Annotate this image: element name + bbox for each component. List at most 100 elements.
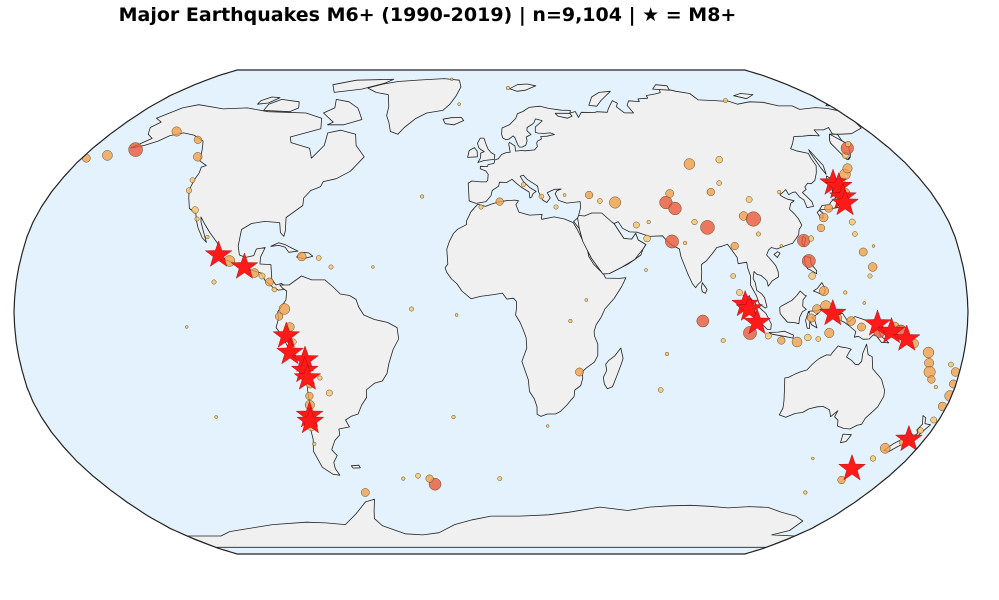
quake-point <box>745 196 753 203</box>
land-sakhalin <box>808 149 827 175</box>
quake-point <box>922 346 935 359</box>
quake-point <box>568 318 573 324</box>
land-svalbard <box>509 83 537 92</box>
quake-point <box>265 277 274 287</box>
land-java <box>768 330 794 339</box>
m8-star-marker <box>204 240 233 267</box>
quake-point <box>804 333 812 342</box>
land-victoria-island <box>263 99 300 113</box>
quake-point <box>297 251 307 262</box>
m8-star-marker <box>895 424 923 452</box>
quake-point <box>857 322 866 332</box>
quake-point <box>706 187 715 197</box>
quake-point <box>846 316 856 326</box>
quake-point <box>451 414 456 420</box>
quake-point <box>777 189 782 195</box>
land-antarctica <box>186 498 804 548</box>
quake-point <box>659 195 673 210</box>
quake-point <box>745 211 761 227</box>
quake-point <box>505 85 510 91</box>
quake-point <box>644 268 648 272</box>
quake-point <box>668 201 682 216</box>
quake-point <box>643 234 651 243</box>
quake-point <box>700 220 715 235</box>
quake-point <box>657 387 664 393</box>
quake-point <box>843 290 848 295</box>
quake-point <box>819 212 829 223</box>
quake-point <box>497 476 503 482</box>
land-australia <box>778 343 885 430</box>
quake-point <box>275 312 284 321</box>
quake-point <box>258 272 266 280</box>
quake-point <box>193 152 203 162</box>
m8-star-marker <box>892 324 921 351</box>
quake-point <box>597 198 603 204</box>
quake-point <box>553 204 559 210</box>
land-madagascar <box>602 347 624 390</box>
land-ireland <box>467 147 478 158</box>
m8-star-marker <box>293 363 322 390</box>
m8-star-marker <box>824 172 853 199</box>
quake-point <box>824 328 835 338</box>
quake-point <box>425 474 434 483</box>
quake-point <box>917 427 924 434</box>
m8-star-marker <box>272 321 301 348</box>
quake-point <box>128 142 143 157</box>
quake-point <box>696 314 710 328</box>
quake-point <box>730 241 739 251</box>
quake-point <box>852 231 858 237</box>
quake-point <box>185 187 193 194</box>
quake-point <box>360 488 370 497</box>
land-borneo <box>779 290 807 325</box>
quake-point <box>927 375 936 384</box>
land-ellesmere-island <box>332 78 395 93</box>
quake-point <box>317 375 323 381</box>
globe-outline <box>13 69 969 555</box>
land-north-america <box>129 104 365 291</box>
quake-point <box>808 272 816 280</box>
quake-point <box>409 306 414 312</box>
quake-point <box>521 182 526 188</box>
quake-point <box>450 77 454 81</box>
quake-point <box>815 336 822 342</box>
quake-point <box>326 389 333 397</box>
m8-star-marker <box>230 252 259 279</box>
quake-point <box>305 391 314 401</box>
quake-point <box>646 219 651 225</box>
quake-point <box>495 197 504 206</box>
quake-point <box>736 289 743 296</box>
quake-point <box>609 196 622 209</box>
quake-point <box>546 424 550 428</box>
land-banks-island <box>257 96 281 105</box>
quake-point <box>715 156 723 164</box>
quake-point <box>278 303 291 315</box>
quake-point <box>720 338 726 343</box>
quake-point <box>633 221 640 229</box>
land-falklands <box>350 464 361 469</box>
quake-point <box>185 325 189 329</box>
quake-point <box>189 177 196 183</box>
quake-point <box>665 189 675 198</box>
quake-point <box>862 301 867 305</box>
quake-point <box>584 298 589 302</box>
quake-point <box>664 351 670 357</box>
quake-point <box>937 401 948 412</box>
star-layer <box>204 168 923 481</box>
quake-point <box>933 384 938 390</box>
m8-star-marker <box>818 298 847 326</box>
quake-point <box>415 473 421 479</box>
quake-point <box>871 244 876 248</box>
land-novaya-zemlya <box>588 90 611 107</box>
land-hainan <box>773 251 781 258</box>
m8-star-marker <box>863 309 892 336</box>
m8-star-marker <box>296 406 325 434</box>
quake-point <box>81 153 91 163</box>
quake-point <box>478 204 484 210</box>
quake-point <box>868 262 878 272</box>
quake-point <box>102 150 113 161</box>
quake-point <box>730 273 736 279</box>
land-baffin-island <box>323 99 363 126</box>
quake-point <box>948 361 954 368</box>
